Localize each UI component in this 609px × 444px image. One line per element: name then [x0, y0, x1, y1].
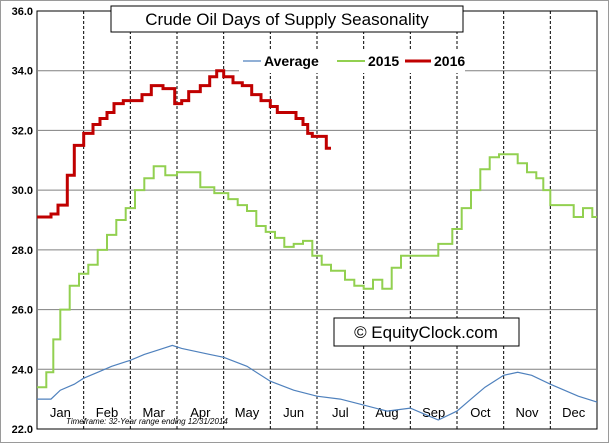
- y-tick-label: 34.0: [12, 66, 33, 78]
- legend-label-2015: 2015: [368, 53, 399, 69]
- x-tick-label: May: [235, 405, 260, 420]
- x-axis-tick-labels: Jan Feb Mar Apr May Jun Jul Aug Sep Oct Nov Dec: [50, 405, 586, 420]
- title-box: [110, 5, 464, 33]
- y-tick-label: 28.0: [12, 245, 33, 257]
- x-tick-label: Aug: [375, 405, 398, 420]
- x-tick-label: Feb: [96, 405, 118, 420]
- watermark-text: © EquityClock.com: [354, 323, 498, 342]
- y-tick-label: 22.0: [12, 424, 33, 436]
- timeframe-note: Timeframe: 32-Year range ending 12/31/20…: [66, 417, 228, 426]
- series-line-2016: [37, 69, 331, 219]
- x-tick-label: Mar: [142, 405, 165, 420]
- x-tick-label: Nov: [515, 405, 539, 420]
- x-tick-label: Dec: [562, 405, 586, 420]
- y-tick-label: 36.0: [12, 6, 33, 18]
- x-tick-label: Oct: [470, 405, 491, 420]
- series-line-average: [37, 344, 598, 421]
- legend-label-2016: 2016: [434, 53, 465, 69]
- data-series: [37, 69, 598, 421]
- y-axis-tick-labels: 22.0 24.0 26.0 28.0 30.0 32.0 34.0 36.0: [12, 6, 33, 436]
- x-tick-label: Apr: [190, 405, 211, 420]
- chart-title: Crude Oil Days of Supply Seasonality: [145, 10, 429, 29]
- y-tick-label: 26.0: [12, 305, 33, 317]
- y-tick-label: 30.0: [12, 185, 33, 197]
- y-tick-label: 32.0: [12, 125, 33, 137]
- x-tick-label: Jun: [283, 405, 304, 420]
- plot-area: [36, 10, 598, 430]
- series-line-2015: [37, 153, 597, 389]
- legend: Average 2015 2016: [243, 53, 465, 69]
- x-tick-label: Jul: [332, 405, 349, 420]
- x-tick-label: Jan: [50, 405, 71, 420]
- watermark-box: [333, 317, 520, 347]
- y-tick-label: 24.0: [12, 364, 33, 376]
- legend-label-average: Average: [264, 53, 319, 69]
